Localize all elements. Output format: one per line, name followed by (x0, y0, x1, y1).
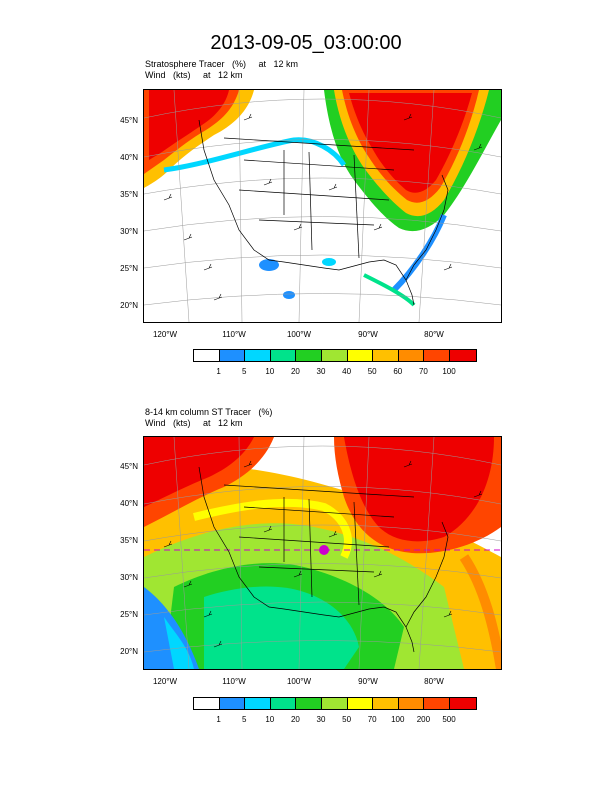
colorbar-swatch (194, 350, 220, 361)
panel2-lon-tick-90w: 90°W (358, 677, 378, 686)
colorbar-swatch (296, 350, 322, 361)
panel2-colorbar (193, 697, 477, 710)
colorbar-label: 100 (391, 715, 405, 724)
panel2-lon-tick-100w: 100°W (286, 677, 312, 686)
colorbar-label: 30 (316, 367, 326, 376)
colorbar-swatch (321, 698, 348, 709)
panel2-map-svg (144, 437, 501, 669)
colorbar-label: 50 (342, 715, 352, 724)
colorbar-swatch (424, 698, 450, 709)
panel2-lat-tick-30n: 30°N (120, 573, 138, 582)
colorbar-label: 5 (241, 367, 247, 376)
colorbar-swatch (347, 350, 374, 361)
colorbar-swatch (347, 698, 374, 709)
colorbar-label: 10 (265, 715, 275, 724)
colorbar-swatch (270, 698, 297, 709)
colorbar-swatch (219, 698, 246, 709)
panel1-colorbar (193, 349, 477, 362)
panel1-label-line2: Wind (kts) at 12 km (145, 70, 243, 80)
colorbar-swatch (296, 698, 322, 709)
colorbar-label: 100 (442, 367, 456, 376)
panel2-lat-tick-40n: 40°N (120, 499, 138, 508)
colorbar-label: 60 (393, 367, 403, 376)
panel1-lat-tick-25n: 25°N (120, 264, 138, 273)
panel2-map (143, 436, 502, 670)
panel2-lon-tick-80w: 80°W (424, 677, 444, 686)
colorbar-swatch (398, 698, 425, 709)
panel2-lat-tick-25n: 25°N (120, 610, 138, 619)
colorbar-label: 30 (316, 715, 326, 724)
figure-title: 2013-09-05_03:00:00 (210, 32, 402, 54)
colorbar-swatch (245, 350, 271, 361)
panel1-lat-tick-30n: 30°N (120, 227, 138, 236)
colorbar-label: 200 (416, 715, 431, 724)
colorbar-swatch (449, 698, 476, 709)
panel2-lat-tick-35n: 35°N (120, 536, 138, 545)
colorbar-swatch (270, 350, 297, 361)
colorbar-label: 70 (418, 367, 428, 376)
colorbar-swatch (373, 350, 399, 361)
colorbar-swatch (398, 350, 425, 361)
colorbar-label: 1 (216, 715, 221, 724)
panel1-lat-tick-20n: 20°N (120, 301, 138, 310)
colorbar-swatch (194, 698, 220, 709)
panel2-lon-tick-110w: 110°W (222, 677, 246, 686)
colorbar-label: 40 (342, 367, 352, 376)
colorbar-swatch (449, 350, 476, 361)
panel2-label-line1: 8-14 km column ST Tracer (%) (145, 407, 273, 417)
colorbar-swatch (321, 350, 348, 361)
panel1-lat-tick-45n: 45°N (120, 116, 138, 125)
colorbar-label: 20 (290, 715, 300, 724)
colorbar-label: 500 (442, 715, 456, 724)
colorbar-label: 70 (367, 715, 377, 724)
colorbar-swatch (245, 698, 271, 709)
colorbar-label: 10 (265, 367, 275, 376)
panel1-map-svg (144, 90, 501, 322)
colorbar-label: 5 (241, 715, 247, 724)
panel1-map (143, 89, 502, 323)
panel1-lon-tick-110w: 110°W (222, 330, 246, 339)
colorbar-label: 20 (290, 367, 300, 376)
panel1-lon-tick-90w: 90°W (358, 330, 378, 339)
panel1-label-line1: Stratosphere Tracer (%) at 12 km (145, 59, 299, 69)
panel1-lon-tick-80w: 80°W (424, 330, 444, 339)
colorbar-swatch (219, 350, 246, 361)
panel1-lat-tick-40n: 40°N (120, 153, 138, 162)
panel2-lat-tick-45n: 45°N (120, 462, 138, 471)
panel1-lat-tick-35n: 35°N (120, 190, 138, 199)
panel2-lat-tick-20n: 20°N (120, 647, 138, 656)
colorbar-label: 50 (367, 367, 377, 376)
colorbar-swatch (373, 698, 399, 709)
panel1-lon-tick-120w: 120°W (152, 330, 178, 339)
colorbar-label: 1 (216, 367, 221, 376)
colorbar-swatch (424, 350, 450, 361)
panel1-lon-tick-100w: 100°W (286, 330, 312, 339)
panel2-label-line2: Wind (kts) at 12 km (145, 418, 243, 428)
panel2-lon-tick-120w: 120°W (152, 677, 178, 686)
